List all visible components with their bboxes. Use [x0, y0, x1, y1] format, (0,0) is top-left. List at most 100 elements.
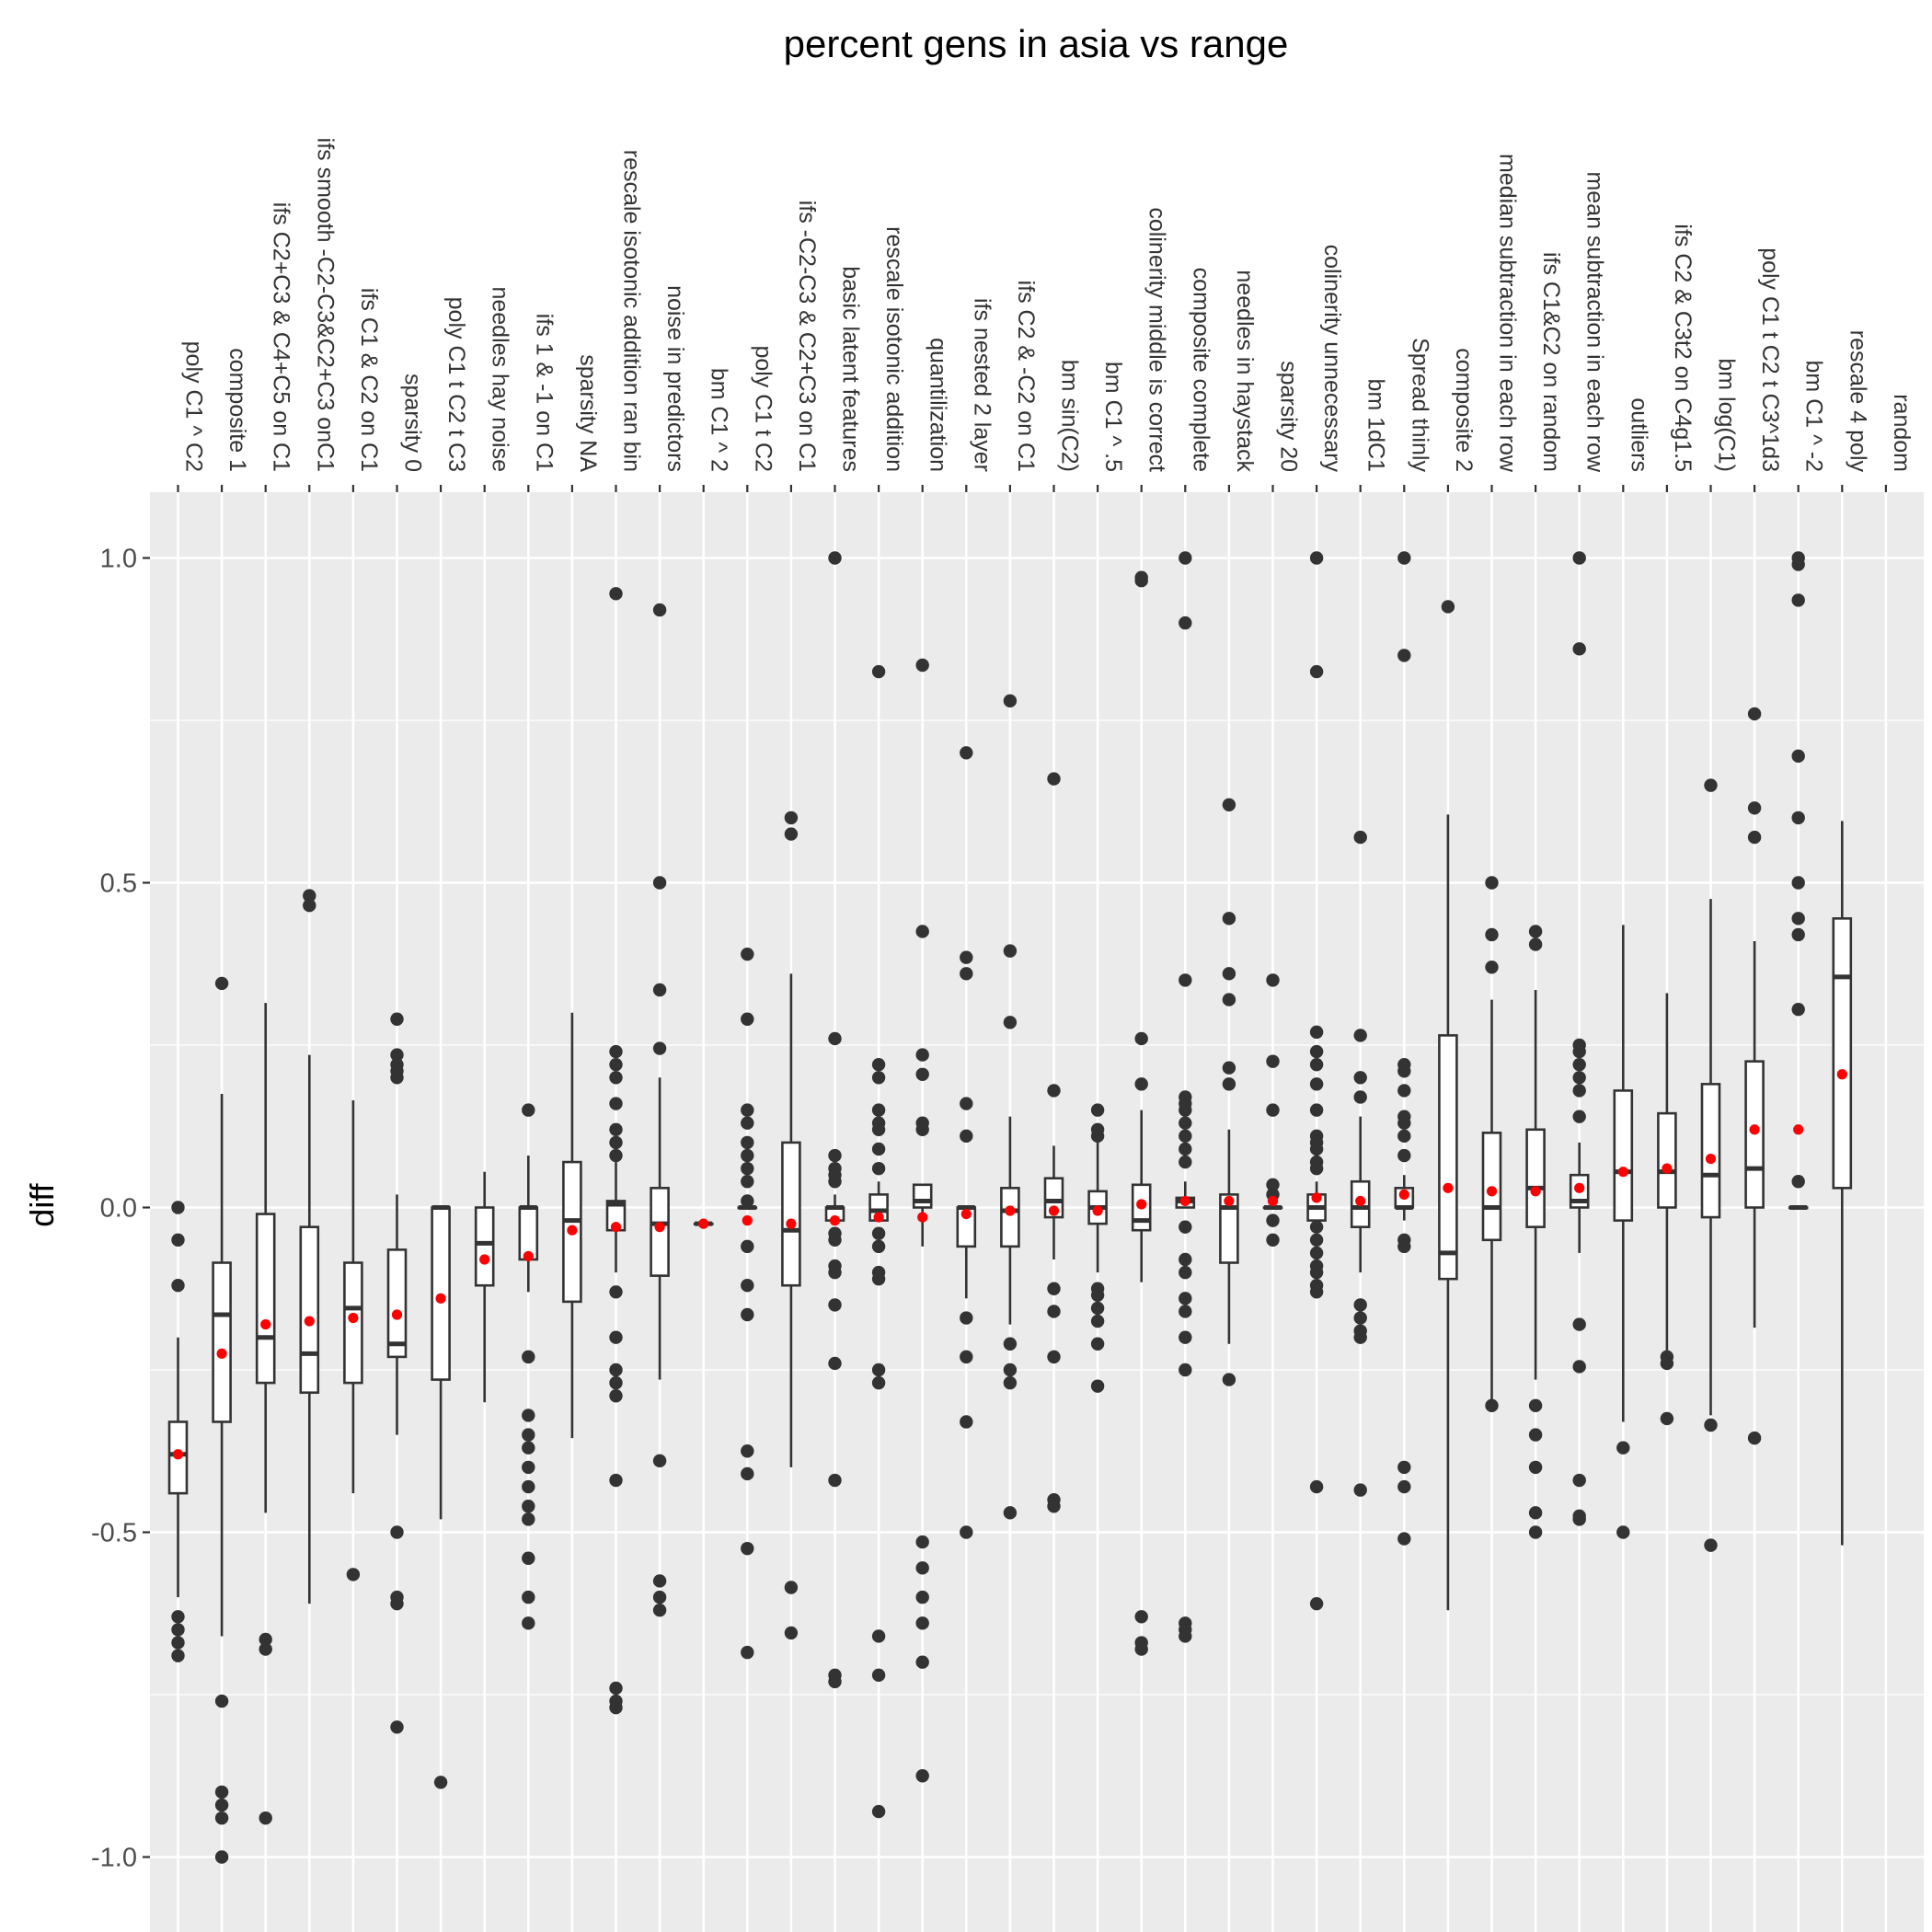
box-iqr [255, 1213, 276, 1385]
outlier-point [960, 1350, 973, 1364]
outlier-point [522, 1551, 535, 1565]
outlier-point [609, 1681, 623, 1696]
outlier-point [1791, 811, 1805, 825]
mean-point [1574, 1182, 1585, 1193]
outlier-point [1572, 1360, 1586, 1374]
outlier-point [1222, 967, 1236, 981]
outlier-point [390, 1525, 404, 1539]
mean-point [1443, 1182, 1454, 1193]
box-group [212, 976, 232, 1864]
outlier-point [741, 1116, 754, 1130]
x-tick-label: sparsity NA [575, 354, 601, 472]
outlier-point [522, 1460, 535, 1475]
outlier-point [1791, 558, 1805, 571]
plot-panel [150, 492, 1924, 1932]
x-tick-label: poly C1 t C2 [750, 345, 776, 472]
outlier-point [1616, 1525, 1630, 1539]
outlier-point [915, 1769, 929, 1783]
outlier-point [741, 1444, 754, 1458]
x-tick-label: outliers [1626, 397, 1651, 472]
mean-point [172, 1449, 184, 1460]
mean-point [1486, 1186, 1498, 1197]
outlier-point [214, 1798, 229, 1812]
outlier-point [609, 1330, 623, 1344]
outlier-point [1309, 1265, 1324, 1280]
outlier-point [1179, 1155, 1192, 1169]
outlier-point [1309, 1233, 1324, 1248]
chart-title: percent gens in asia vs range [784, 22, 1289, 65]
outlier-point [1179, 1629, 1192, 1643]
outlier-point [1528, 1460, 1543, 1475]
outlier-point [1353, 1071, 1367, 1085]
outlier-point [915, 1048, 929, 1062]
outlier-point [741, 1466, 754, 1481]
outlier-point [1791, 1175, 1805, 1189]
outlier-point [915, 658, 929, 673]
outlier-point [1179, 1330, 1192, 1344]
outlier-point [1397, 1532, 1411, 1546]
panel-background [150, 492, 1924, 1932]
box-iqr [299, 1225, 320, 1395]
outlier-point [1003, 1363, 1018, 1377]
x-tick-label: needles in haystack [1232, 270, 1258, 472]
outlier-point [1485, 927, 1499, 942]
outlier-point [741, 1148, 754, 1163]
outlier-point [1134, 1610, 1148, 1624]
x-tick-label: bm 1dC1 [1363, 379, 1389, 472]
box-group [1262, 973, 1283, 1248]
box-iqr [1438, 1034, 1458, 1281]
box-group [1043, 772, 1064, 1513]
box-group [474, 1171, 495, 1403]
outlier-point [652, 1574, 667, 1588]
outlier-point [1003, 944, 1018, 958]
outlier-point [1572, 1512, 1586, 1526]
outlier-point [609, 1044, 623, 1059]
outlier-point [784, 811, 799, 825]
box-group [431, 1205, 451, 1789]
outlier-point [1090, 1314, 1105, 1328]
box-iqr [386, 1248, 408, 1359]
box-group [167, 1201, 189, 1662]
mean-point [1136, 1199, 1147, 1210]
outlier-point [303, 889, 316, 903]
x-tick-label: bm sin(C2) [1057, 360, 1083, 472]
mean-point [1179, 1195, 1190, 1207]
outlier-point [1179, 1116, 1192, 1130]
x-tick-label: ifs smooth -C2-C3&C2+C3 onC1 [312, 138, 338, 472]
outlier-point [214, 1811, 229, 1825]
box-group [1000, 694, 1020, 1520]
outlier-point [1090, 1103, 1105, 1117]
outlier-point [1572, 642, 1586, 656]
outlier-point [214, 976, 229, 991]
outlier-point [871, 1375, 886, 1390]
outlier-point [652, 1454, 667, 1468]
outlier-point [1747, 707, 1762, 721]
box-group [343, 1100, 363, 1581]
outlier-point [1179, 1129, 1192, 1144]
outlier-point [915, 1655, 929, 1669]
outlier-point [1309, 1246, 1324, 1260]
outlier-point [1791, 912, 1805, 926]
mean-point [304, 1316, 315, 1327]
x-tick-label: ifs nested 2 layer [969, 298, 995, 472]
outlier-point [1179, 615, 1192, 630]
outlier-point [871, 1271, 886, 1286]
mean-point [742, 1215, 753, 1226]
box-group [1700, 778, 1721, 1552]
box-group [1131, 570, 1152, 1656]
mean-point [1311, 1192, 1322, 1203]
outlier-point [1179, 973, 1192, 987]
outlier-point [828, 1473, 842, 1488]
outlier-point [1222, 912, 1236, 926]
box-iqr [1613, 1089, 1634, 1222]
mean-point [479, 1254, 490, 1265]
outlier-point [1791, 749, 1805, 764]
outlier-point [1704, 778, 1718, 792]
outlier-point [741, 1175, 754, 1189]
mean-point [698, 1218, 709, 1229]
box-group [1744, 707, 1765, 1445]
outlier-point [522, 1350, 535, 1364]
x-tick-label: sparsity 0 [400, 374, 426, 472]
